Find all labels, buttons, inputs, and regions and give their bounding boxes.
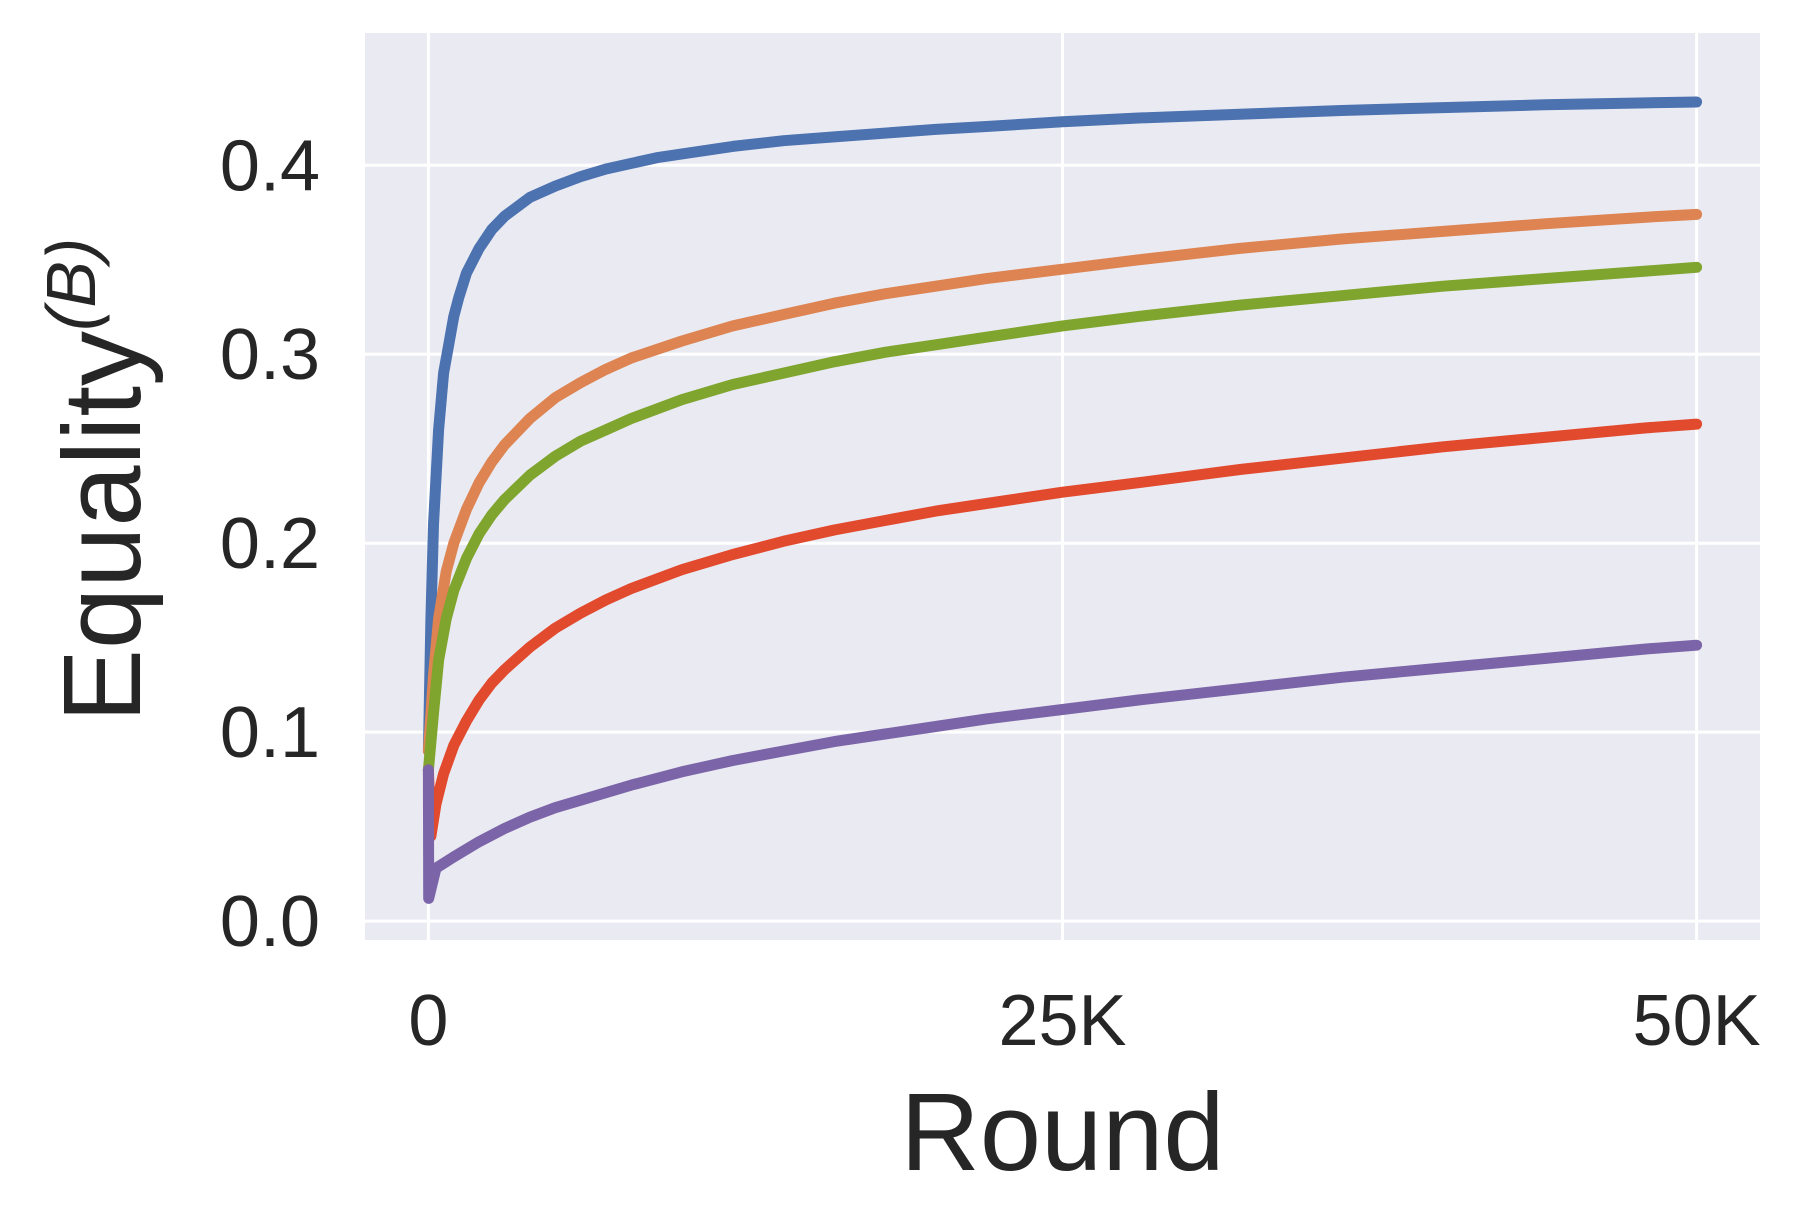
y-tick-label: 0.1 xyxy=(220,693,320,773)
y-tick-label: 0.4 xyxy=(220,126,320,206)
series-line-2 xyxy=(422,208,1703,757)
x-tick-label: 25K xyxy=(998,981,1126,1061)
series-line-1 xyxy=(422,96,1703,757)
series-line-4 xyxy=(422,418,1703,842)
gridlines xyxy=(365,33,1760,940)
series-line-3 xyxy=(422,261,1703,776)
series-line-5 xyxy=(422,639,1703,904)
y-tick-labels: 0.0 0.1 0.2 0.3 0.4 xyxy=(220,126,320,962)
x-tick-label: 0 xyxy=(408,981,448,1061)
x-tick-labels: 0 25K 50K xyxy=(408,981,1760,1061)
x-axis-label: Round xyxy=(900,1071,1224,1194)
y-axis-label-superscript: (B) xyxy=(32,238,110,331)
y-tick-label: 0.3 xyxy=(220,315,320,395)
y-tick-label: 0.2 xyxy=(220,504,320,584)
series-lines xyxy=(422,96,1703,904)
y-axis-label: Equality(B) xyxy=(32,238,164,723)
y-axis-label-base: Equality xyxy=(41,331,164,722)
x-tick-label: 50K xyxy=(1633,981,1761,1061)
y-tick-label: 0.0 xyxy=(220,882,320,962)
